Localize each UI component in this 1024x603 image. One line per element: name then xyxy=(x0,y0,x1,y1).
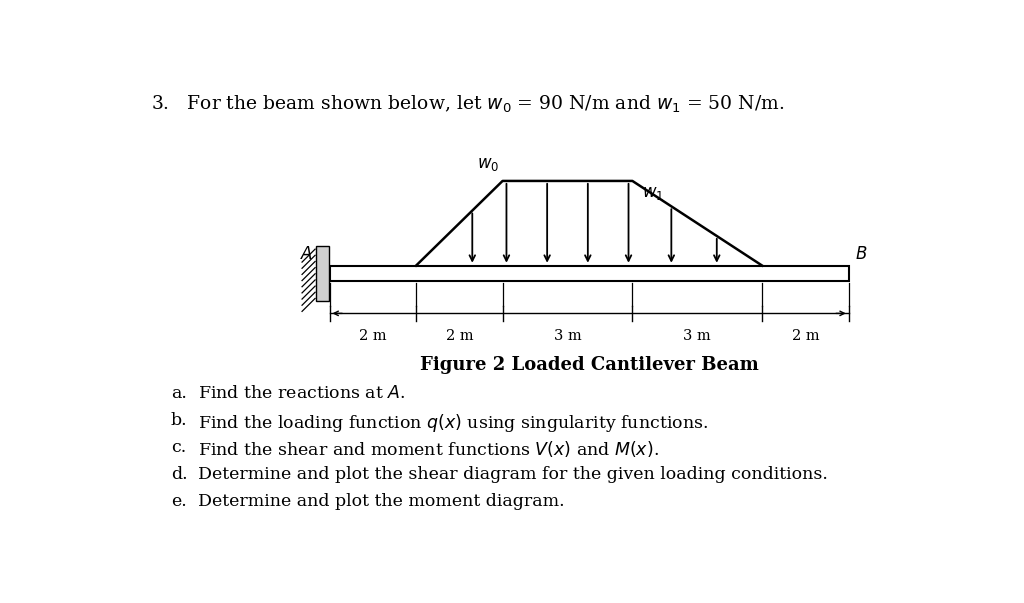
Text: $A$: $A$ xyxy=(300,245,313,262)
Text: Find the shear and moment functions $V(x)$ and $M(x)$.: Find the shear and moment functions $V(x… xyxy=(198,439,658,459)
Text: Determine and plot the shear diagram for the given loading conditions.: Determine and plot the shear diagram for… xyxy=(198,466,827,483)
Text: $w_0$: $w_0$ xyxy=(476,156,499,173)
Text: $w_1$: $w_1$ xyxy=(642,185,664,202)
Bar xyxy=(315,245,330,301)
Text: Determine and plot the moment diagram.: Determine and plot the moment diagram. xyxy=(198,493,564,510)
Text: e.: e. xyxy=(171,493,186,510)
Text: 3 m: 3 m xyxy=(554,329,582,343)
Text: $B$: $B$ xyxy=(855,245,867,262)
Text: Figure 2 Loaded Cantilever Beam: Figure 2 Loaded Cantilever Beam xyxy=(420,356,759,374)
Text: c.: c. xyxy=(171,439,186,456)
Text: d.: d. xyxy=(171,466,187,483)
Text: 2 m: 2 m xyxy=(445,329,473,343)
Bar xyxy=(330,266,849,281)
Text: Find the loading function $q(x)$ using singularity functions.: Find the loading function $q(x)$ using s… xyxy=(198,412,708,434)
Text: 2 m: 2 m xyxy=(359,329,387,343)
Text: a.: a. xyxy=(171,385,186,402)
Text: 3 m: 3 m xyxy=(683,329,712,343)
Text: 3.   For the beam shown below, let $w_0$ = 90 N/m and $w_1$ = 50 N/m.: 3. For the beam shown below, let $w_0$ =… xyxy=(152,94,784,115)
Text: b.: b. xyxy=(171,412,187,429)
Text: 2 m: 2 m xyxy=(792,329,819,343)
Text: Find the reactions at $A$.: Find the reactions at $A$. xyxy=(198,385,406,402)
